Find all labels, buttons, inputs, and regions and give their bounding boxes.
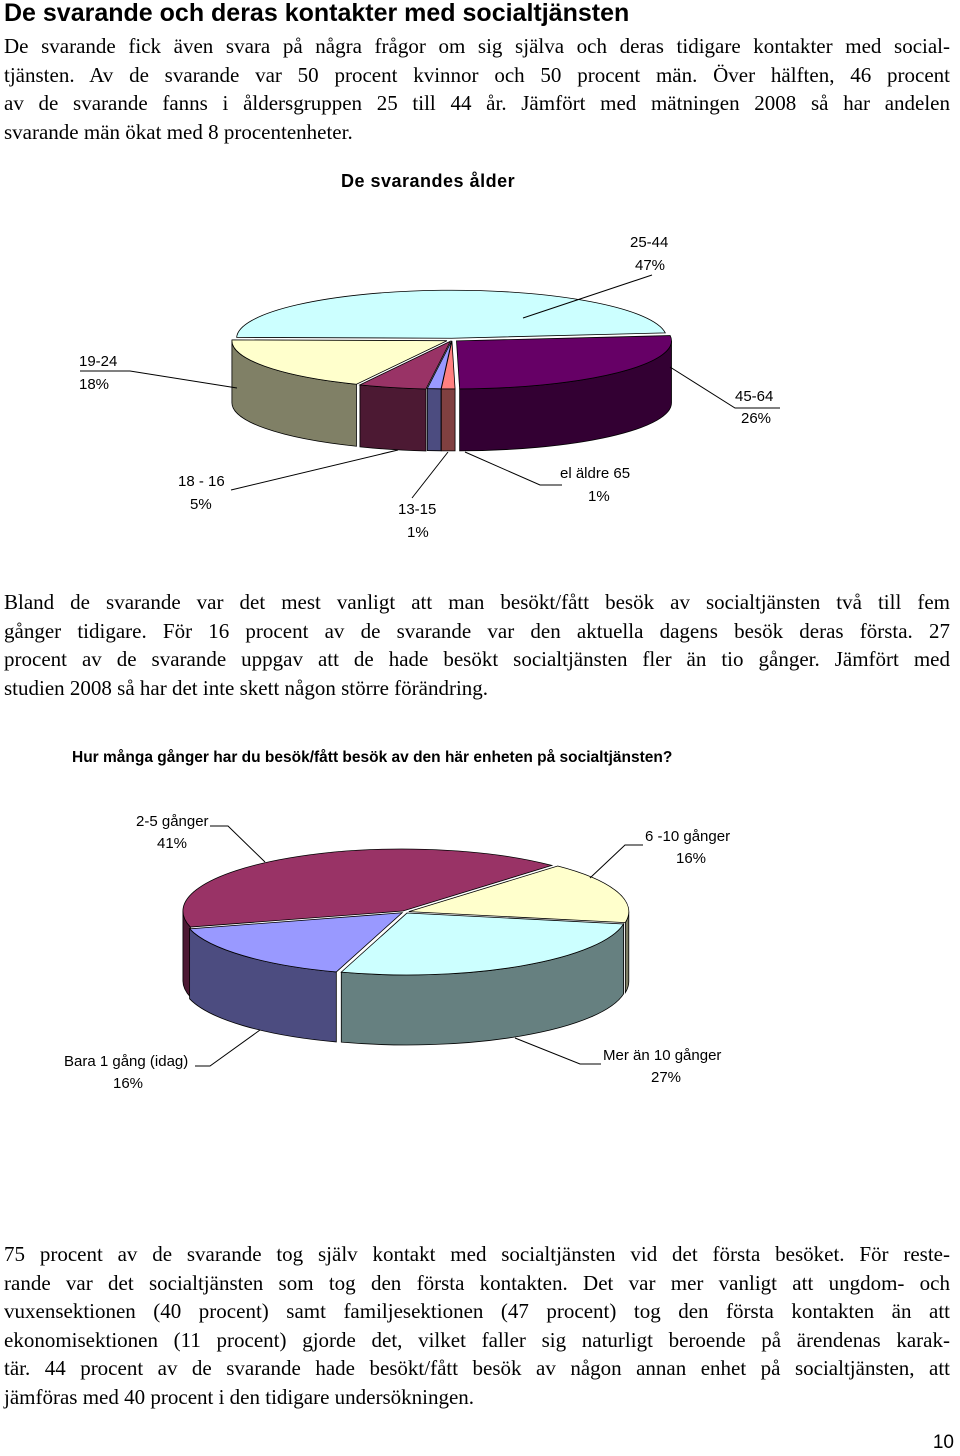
visits-pie-slice-2 <box>340 912 625 976</box>
age-pct-25-44: 47% <box>635 257 665 274</box>
age-pie-slice-3 <box>426 340 453 390</box>
age-label-18-16: 18 - 16 <box>178 473 225 490</box>
visits-pct-6-10: 16% <box>676 850 706 867</box>
visits-chart-title: Hur många gånger har du besök/fått besök… <box>72 749 673 766</box>
visits-pct-bara-1: 16% <box>113 1075 143 1092</box>
text-line: studien 2008 så har det inte skett någon… <box>4 675 489 700</box>
age-pie-slice-1 <box>456 335 672 390</box>
text-line: jämföras med 40 procent i den tidigare u… <box>4 1384 475 1409</box>
visits-label-bara-1: Bara 1 gång (idag) <box>64 1053 188 1070</box>
age-label-el-aldre-65: el äldre 65 <box>560 465 630 482</box>
age-pct-18-16: 5% <box>190 496 212 513</box>
age-pie-slice-4 <box>358 340 452 390</box>
age-pct-13-15: 1% <box>407 524 429 541</box>
text-line: av de svarande fanns i åldersgruppen 25 … <box>4 91 950 115</box>
text-line: rande var det socialtjänsten som tog den… <box>4 1270 950 1295</box>
visits-label-2-5: 2-5 gånger <box>136 813 209 830</box>
text-line: Bland de svarande var det mest vanligt a… <box>4 590 950 614</box>
visits-label-6-10: 6 -10 gånger <box>645 828 730 845</box>
text-line: gånger tidigare. För 16 procent av de sv… <box>4 618 950 643</box>
age-pie-slice-5 <box>231 339 448 385</box>
visits-pie-slice-0 <box>182 848 554 928</box>
text-line: 75 procent av de svarande tog själv kont… <box>4 1242 950 1266</box>
closing-paragraph: 75 procent av de svarande tog själv kont… <box>4 1240 950 1411</box>
age-pct-el-aldre-65: 1% <box>588 488 610 505</box>
age-pct-19-24: 18% <box>79 376 109 393</box>
page-number: 10 <box>932 1432 954 1453</box>
text-line: De svarande fick även svara på några frå… <box>4 34 950 58</box>
text-line: ekonomisektionen (11 procent) gjorde det… <box>4 1327 950 1352</box>
visits-pct-mer-an-10: 27% <box>651 1069 681 1086</box>
text-line: tär. 44 procent av de svarande hade besö… <box>4 1356 950 1380</box>
visits-pie-side-1 <box>624 911 630 994</box>
age-label-25-44: 25-44 <box>630 234 668 251</box>
middle-paragraph: Bland de svarande var det mest vanligt a… <box>4 588 950 702</box>
age-pct-45-64: 26% <box>741 410 771 427</box>
visits-pie-slice-3 <box>188 912 404 973</box>
age-label-13-15: 13-15 <box>398 501 436 518</box>
age-label-45-64: 45-64 <box>735 388 773 405</box>
visits-label-mer-an-10: Mer än 10 gånger <box>603 1047 721 1064</box>
text-line: svarande män ökat med 8 procentenheter. <box>4 119 353 144</box>
text-line: vuxensektionen (40 procent) samt familje… <box>4 1299 950 1323</box>
age-chart-title: De svarandes ålder <box>341 171 516 191</box>
visits-pct-2-5: 41% <box>157 835 187 852</box>
age-label-19-24: 19-24 <box>79 353 117 370</box>
visits-pie-slice-1 <box>408 865 630 924</box>
intro-paragraph: De svarande fick även svara på några frå… <box>4 32 950 146</box>
text-line: tjänsten. Av de svarande var 50 procent … <box>4 62 950 87</box>
text-line: procent av de svarande uppgav att de had… <box>4 647 950 671</box>
section-heading: De svarande och deras kontakter med soci… <box>4 0 630 27</box>
age-pie-slice-0 <box>236 289 666 339</box>
